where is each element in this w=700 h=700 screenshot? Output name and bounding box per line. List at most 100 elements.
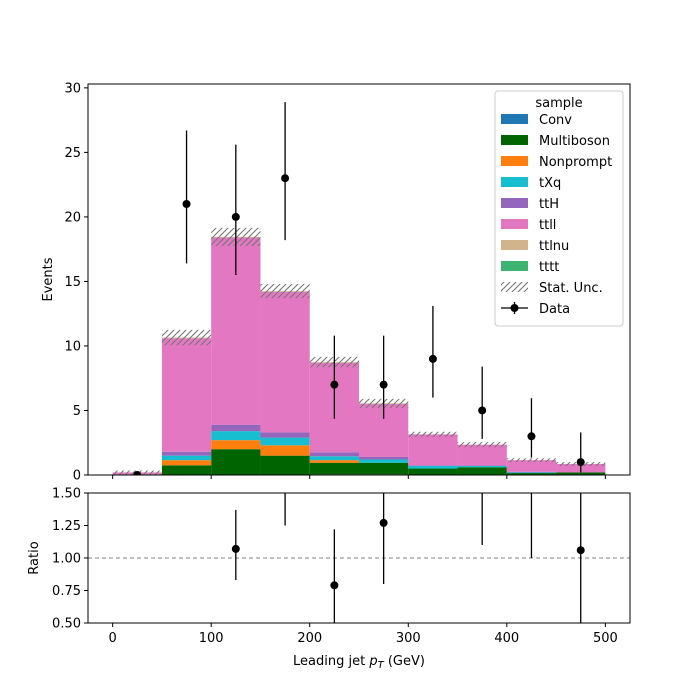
bar-nonprompt-4 bbox=[309, 460, 359, 463]
ratio-ylabel: Ratio bbox=[27, 541, 42, 574]
bar-txq-8 bbox=[506, 472, 557, 474]
bar-nonprompt-1 bbox=[161, 460, 212, 466]
legend-swatch-tttt bbox=[501, 261, 528, 271]
ratio-ytick-label-2: 1.00 bbox=[52, 552, 81, 567]
bar-txq-5 bbox=[359, 459, 409, 463]
legend-label-tttt: tttt bbox=[539, 260, 559, 275]
legend: sample Conv Multiboson Nonprompt tXq ttH ttll t… bbox=[494, 90, 624, 327]
main-axes-frame bbox=[87, 83, 631, 476]
stat-unc-band-7 bbox=[457, 442, 507, 448]
bar-tth-7 bbox=[457, 465, 507, 466]
data-point-6 bbox=[428, 354, 437, 363]
bar-txq-1 bbox=[161, 455, 212, 461]
main-ytick-label-2: 10 bbox=[64, 339, 81, 354]
bar-tth-2 bbox=[211, 424, 261, 432]
ratio-xtick-label-0: 0 bbox=[108, 631, 116, 646]
legend-swatch-txq bbox=[501, 177, 528, 187]
stat-unc-band-6 bbox=[408, 431, 458, 437]
bar-txq-4 bbox=[309, 456, 359, 461]
ratio-ytick-label-4: 1.50 bbox=[52, 487, 81, 502]
legend-swatch-stat-unc bbox=[501, 282, 528, 292]
ratio-xtick-label-5: 500 bbox=[593, 631, 618, 646]
bar-tth-3 bbox=[260, 432, 310, 438]
main-ytick-label-3: 15 bbox=[64, 275, 81, 290]
bar-ttll-8 bbox=[506, 460, 557, 472]
main-plot-area bbox=[112, 102, 606, 475]
bar-txq-2 bbox=[211, 431, 261, 441]
ratio-xtick-label-1: 100 bbox=[199, 631, 224, 646]
bar-tth-1 bbox=[161, 451, 212, 456]
bar-multiboson-2 bbox=[211, 449, 261, 475]
stat-unc-band-1 bbox=[161, 329, 212, 346]
ratio-xtick-label-4: 400 bbox=[494, 631, 519, 646]
main-ytick-label-4: 20 bbox=[64, 210, 81, 225]
ratio-xtick-label-3: 300 bbox=[396, 631, 421, 646]
main-ytick-label-1: 5 bbox=[73, 404, 81, 419]
legend-label-data: Data bbox=[539, 302, 570, 317]
bar-multiboson-7 bbox=[457, 467, 507, 475]
legend-title: sample bbox=[535, 96, 582, 111]
ratio-point-6 bbox=[576, 546, 585, 555]
bar-txq-7 bbox=[457, 465, 507, 468]
bar-txq-3 bbox=[260, 437, 310, 446]
ratio-panel: 0.50 0.75 1.00 1.25 1.50 0 100 200 300 400 500 Rati… bbox=[27, 487, 631, 671]
ratio-xtick-label-2: 200 bbox=[297, 631, 322, 646]
data-point-5 bbox=[379, 380, 388, 389]
bar-multiboson-5 bbox=[359, 462, 409, 475]
legend-swatch-multiboson bbox=[501, 135, 528, 145]
bar-tth-6 bbox=[408, 465, 458, 466]
legend-label-stat-unc: Stat. Unc. bbox=[539, 281, 603, 296]
ratio-axes-frame bbox=[87, 492, 631, 624]
bar-txq-6 bbox=[408, 465, 458, 469]
data-point-1 bbox=[182, 200, 191, 209]
data-point-8 bbox=[527, 432, 536, 441]
ratio-ytick-label-0: 0.50 bbox=[52, 617, 81, 632]
legend-label-tth: ttH bbox=[539, 197, 559, 212]
main-panel: 0 5 10 15 20 25 30 Events bbox=[41, 81, 631, 484]
data-point-0 bbox=[133, 471, 142, 475]
bar-nonprompt-2 bbox=[211, 440, 261, 450]
bar-nonprompt-3 bbox=[260, 445, 310, 456]
legend-swatch-conv bbox=[501, 114, 528, 124]
bar-tth-4 bbox=[309, 452, 359, 457]
bar-multiboson-9 bbox=[556, 472, 606, 475]
legend-label-txq: tXq bbox=[539, 176, 561, 191]
ratio-xlabel: Leading jet pT (GeV) bbox=[293, 654, 425, 671]
legend-swatch-nonprompt bbox=[501, 156, 528, 166]
legend-swatch-tth bbox=[501, 198, 528, 208]
bar-multiboson-3 bbox=[260, 455, 310, 475]
legend-swatch-ttll bbox=[501, 219, 528, 229]
bar-ttll-6 bbox=[408, 434, 458, 466]
legend-label-conv: Conv bbox=[539, 113, 572, 128]
main-ytick-label-6: 30 bbox=[64, 81, 81, 96]
legend-data-marker bbox=[510, 304, 519, 312]
legend-swatch-ttlnu bbox=[501, 240, 528, 250]
stat-unc-band-3 bbox=[260, 284, 310, 299]
bar-multiboson-4 bbox=[309, 462, 359, 475]
data-point-4 bbox=[330, 380, 339, 389]
legend-label-nonprompt: Nonprompt bbox=[539, 155, 612, 170]
bar-ttll-1 bbox=[161, 338, 212, 452]
data-point-2 bbox=[231, 212, 240, 221]
ratio-ytick-label-1: 0.75 bbox=[52, 584, 81, 599]
bar-ttll-7 bbox=[457, 444, 507, 466]
ratio-point-3 bbox=[379, 518, 388, 527]
legend-label-multiboson: Multiboson bbox=[539, 134, 610, 149]
main-ytick-label-0: 0 bbox=[73, 469, 81, 484]
bar-tth-8 bbox=[506, 471, 557, 473]
bar-multiboson-6 bbox=[408, 468, 458, 475]
legend-label-ttlnu: ttlnu bbox=[539, 239, 569, 254]
stat-unc-band-8 bbox=[506, 458, 557, 463]
ratio-point-0 bbox=[231, 544, 240, 553]
bar-multiboson-8 bbox=[506, 473, 557, 475]
main-ylabel: Events bbox=[41, 257, 56, 301]
bar-ttll-3 bbox=[260, 291, 310, 433]
main-ytick-label-5: 25 bbox=[64, 146, 81, 161]
data-point-3 bbox=[281, 174, 290, 183]
legend-label-ttll: ttll bbox=[539, 218, 556, 233]
bar-multiboson-1 bbox=[161, 465, 212, 475]
data-point-7 bbox=[478, 406, 487, 415]
ratio-plot-area bbox=[88, 493, 630, 623]
bar-tth-5 bbox=[359, 456, 409, 460]
